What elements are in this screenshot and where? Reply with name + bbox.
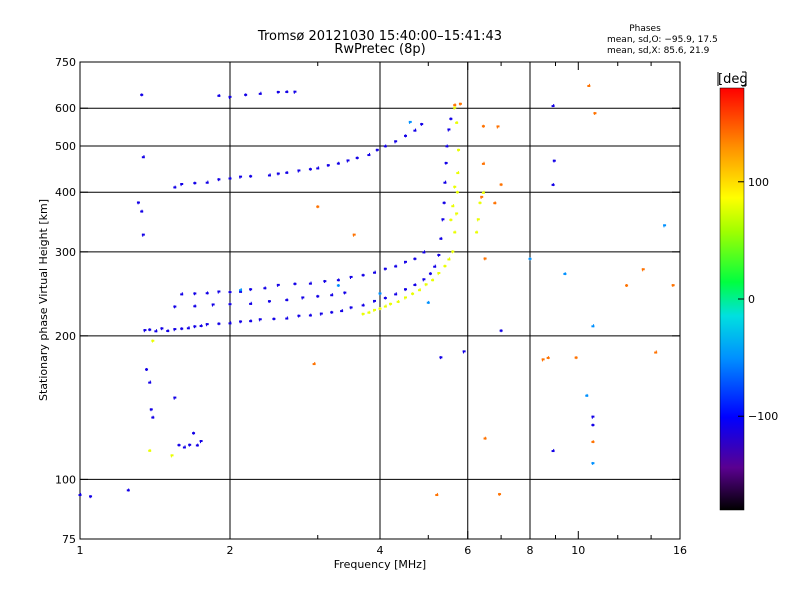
colorbar-tick-label: 100 [748, 176, 769, 189]
x-axis-label: Frequency [MHz] [334, 558, 426, 571]
y-tick-label: 300 [55, 246, 76, 259]
y-tick-label: 400 [55, 186, 76, 199]
colorbar-tick-label: −100 [748, 410, 778, 423]
x-tick-label: 1 [77, 544, 84, 557]
y-axis-label: Stationary phase Virtual Height [km] [37, 199, 50, 401]
x-tick-label: 8 [527, 544, 534, 557]
stats-heading: Phases [629, 24, 661, 34]
x-tick-label: 6 [464, 544, 471, 557]
x-tick-label: 16 [673, 544, 687, 557]
x-tick-label: 10 [571, 544, 585, 557]
y-tick-label: 75 [62, 533, 76, 546]
colorbar-label: [deg [718, 72, 748, 87]
axis-ticks: 1 2 4 6 8 10 16 75 100 200 300 400 500 600 750 [55, 56, 687, 557]
colorbar-tick-label: 0 [748, 293, 755, 306]
x-tick-label: 2 [227, 544, 234, 557]
y-tick-label: 600 [55, 102, 76, 115]
stats-o-line: mean, sd,O: −95.9, 17.5 [607, 35, 718, 45]
data-points [78, 83, 675, 499]
grid-lines [80, 62, 680, 539]
colorbar-ticks: 100 0 −100 [738, 176, 778, 423]
y-tick-label: 100 [55, 473, 76, 486]
y-tick-label: 750 [55, 56, 76, 69]
chart-subtitle: RwPretec (8p) [334, 42, 425, 57]
stats-x-line: mean, sd,X: 85.6, 21.9 [607, 46, 710, 56]
y-tick-label: 200 [55, 330, 76, 343]
y-tick-label: 500 [55, 140, 76, 153]
x-tick-label: 4 [377, 544, 384, 557]
chart-title: Tromsø 20121030 15:40:00–15:41:43 [257, 29, 502, 44]
